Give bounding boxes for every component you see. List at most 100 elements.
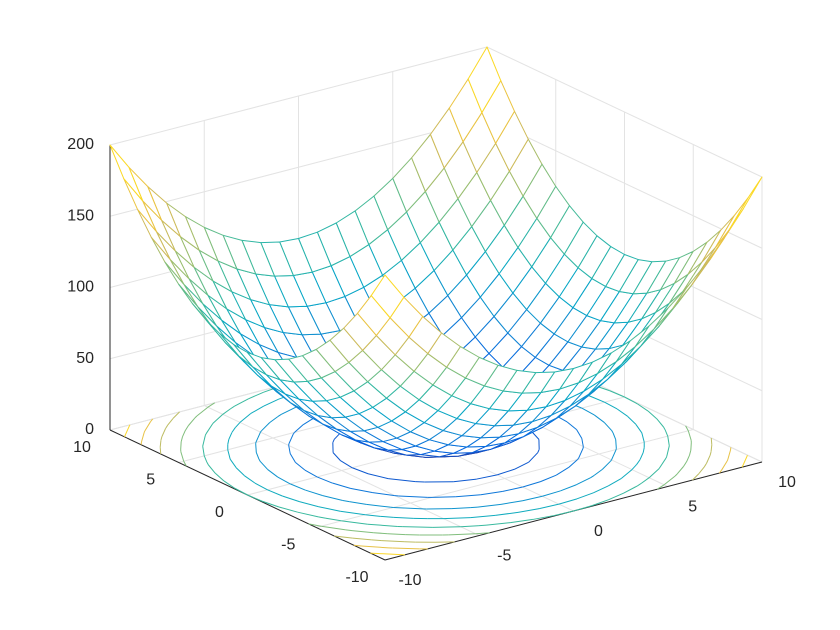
contour-line bbox=[648, 468, 660, 479]
contour-line bbox=[325, 517, 342, 522]
contour-line bbox=[292, 432, 295, 435]
contour-line bbox=[295, 462, 306, 471]
contour-line bbox=[150, 418, 154, 422]
contour-line bbox=[227, 439, 230, 445]
contour-line bbox=[342, 499, 350, 503]
x-tick-label: 10 bbox=[778, 474, 796, 491]
contour-line bbox=[486, 522, 511, 526]
contour-line bbox=[212, 413, 224, 424]
contour-line bbox=[318, 516, 327, 519]
contour-line bbox=[432, 496, 456, 498]
contour-line bbox=[703, 463, 707, 468]
contour-line bbox=[207, 464, 216, 474]
contour-line bbox=[371, 539, 382, 542]
contour-line bbox=[250, 405, 265, 415]
contour-line bbox=[610, 459, 612, 462]
mesh-cell bbox=[370, 274, 405, 319]
contour-line bbox=[664, 429, 669, 437]
contour-line bbox=[144, 421, 152, 432]
contour-line bbox=[345, 529, 353, 532]
contour-line bbox=[205, 423, 214, 435]
contour-line bbox=[194, 415, 198, 419]
contour-line bbox=[234, 422, 241, 429]
contour-line bbox=[685, 425, 689, 432]
contour-line bbox=[392, 547, 420, 550]
z-tick-label: 100 bbox=[67, 279, 94, 296]
contour-line bbox=[635, 423, 643, 434]
contour-line bbox=[683, 461, 688, 467]
contour-line bbox=[657, 484, 665, 490]
grid-line bbox=[109, 117, 488, 217]
contour-line bbox=[500, 500, 523, 505]
contour-line bbox=[475, 532, 490, 535]
contour-line bbox=[688, 450, 692, 456]
contour-line bbox=[231, 427, 236, 433]
contour-line bbox=[305, 489, 323, 497]
contour-line bbox=[612, 432, 617, 440]
contour-line bbox=[332, 439, 335, 443]
contour-line bbox=[647, 410, 658, 420]
contour-line bbox=[282, 495, 300, 503]
contour-line bbox=[372, 552, 404, 556]
contour-line bbox=[234, 487, 248, 496]
contour-line bbox=[528, 452, 539, 463]
y-tick-label: -5 bbox=[281, 537, 295, 554]
contour-line bbox=[223, 480, 236, 489]
contour-line bbox=[710, 437, 713, 445]
contour-line bbox=[665, 456, 668, 459]
contour-line bbox=[641, 432, 645, 443]
contour-line bbox=[607, 477, 622, 487]
contour-line bbox=[566, 421, 577, 430]
contour-line bbox=[351, 530, 374, 534]
contour-line bbox=[656, 418, 665, 428]
contour-line bbox=[720, 460, 728, 471]
contour-line bbox=[540, 474, 557, 483]
contour-line bbox=[361, 545, 389, 549]
contour-line bbox=[230, 405, 235, 410]
contour-line bbox=[560, 484, 577, 492]
contour-line bbox=[350, 487, 373, 494]
contour-line bbox=[182, 430, 186, 437]
contour-line bbox=[616, 408, 628, 417]
contour-line bbox=[593, 414, 605, 423]
contour-line bbox=[398, 495, 428, 498]
contour-line bbox=[602, 460, 612, 470]
contour-line bbox=[636, 403, 649, 412]
contour-line bbox=[578, 447, 584, 459]
contour-line bbox=[294, 424, 304, 433]
contour-line bbox=[690, 442, 692, 451]
contour-line bbox=[304, 469, 318, 478]
contour-line bbox=[636, 459, 641, 465]
contour-line bbox=[581, 407, 595, 416]
contour-line bbox=[281, 406, 296, 415]
contour-line bbox=[180, 451, 185, 462]
contour-line bbox=[259, 461, 269, 470]
contour-line bbox=[196, 406, 209, 417]
grid-line bbox=[486, 46, 763, 178]
contour-line bbox=[207, 402, 215, 408]
contour-line bbox=[666, 445, 670, 457]
contour-line bbox=[502, 486, 523, 492]
contour-line bbox=[627, 415, 637, 425]
contour-line bbox=[180, 436, 184, 442]
contour-line bbox=[639, 452, 644, 460]
contour-line bbox=[124, 425, 131, 437]
contour-line bbox=[709, 451, 712, 456]
contour-line bbox=[514, 461, 529, 470]
contour-line bbox=[255, 431, 261, 443]
contour-line bbox=[254, 482, 268, 491]
contour-line bbox=[365, 514, 381, 517]
mesh-cell bbox=[728, 176, 763, 231]
contour-line bbox=[726, 459, 729, 462]
contour-line bbox=[143, 430, 146, 433]
contour-line bbox=[372, 492, 395, 497]
contour-line bbox=[667, 436, 670, 446]
contour-line bbox=[593, 468, 603, 476]
contour-line bbox=[204, 433, 207, 436]
contour-line bbox=[288, 445, 291, 454]
y-tick-label: 5 bbox=[146, 472, 155, 489]
contour-line bbox=[542, 490, 561, 497]
contour-line bbox=[352, 537, 372, 541]
z-tick-label: 150 bbox=[67, 207, 94, 224]
